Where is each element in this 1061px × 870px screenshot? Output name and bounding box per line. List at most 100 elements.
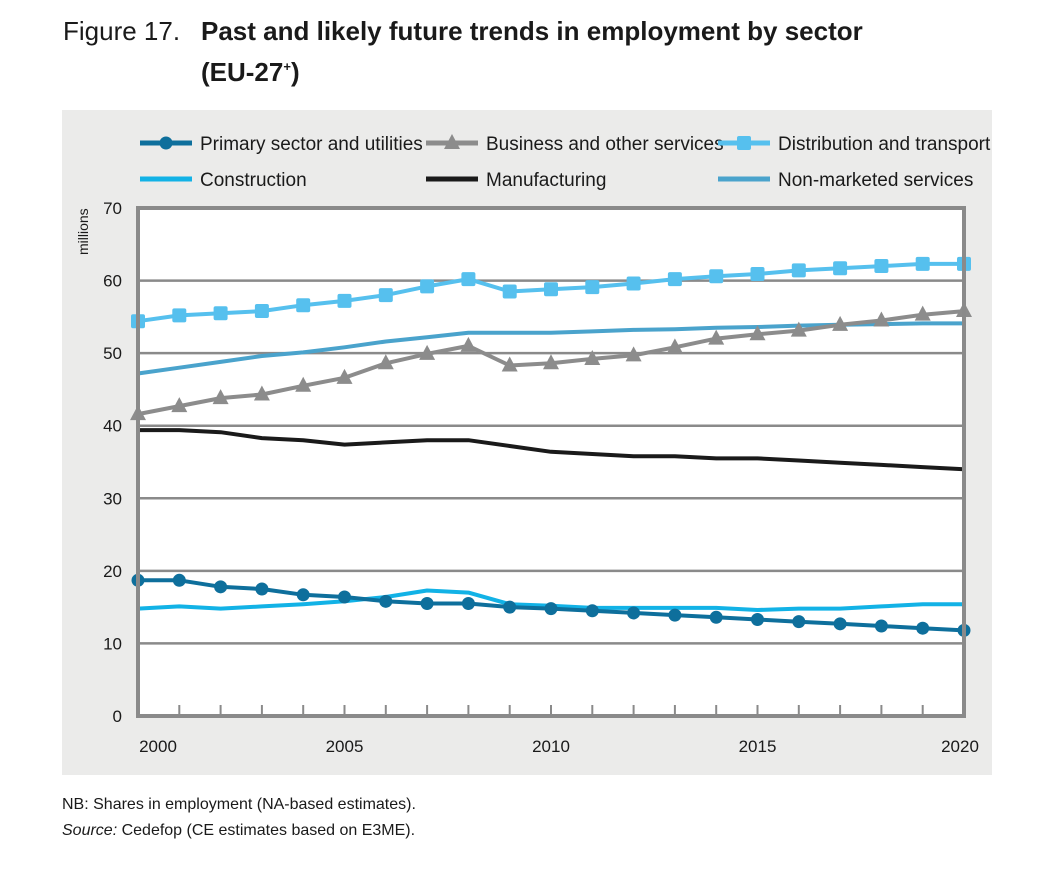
data-point-circle — [792, 615, 806, 629]
data-point-circle — [544, 602, 558, 616]
data-point-circle — [874, 619, 888, 633]
data-point-triangle — [543, 354, 559, 370]
series-line-manufacturing — [138, 428, 965, 472]
data-point-square — [915, 256, 930, 271]
data-point-circle — [420, 597, 434, 611]
data-point-square — [709, 269, 724, 284]
data-point-square — [626, 276, 641, 291]
data-point-square — [461, 272, 476, 287]
data-point-circle — [916, 621, 930, 635]
source-label: Source: — [62, 822, 118, 839]
series-business-and-other-services — [130, 302, 972, 421]
legend-marker-square — [737, 136, 751, 150]
legend-label: Non-marketed services — [778, 170, 973, 191]
data-point-circle — [296, 588, 310, 602]
series-group — [130, 256, 972, 637]
figure-notes: NB: Shares in employment (NA-based estim… — [62, 792, 416, 844]
legend-item-construction: Construction — [140, 170, 307, 191]
region-superscript: + — [283, 59, 291, 74]
data-point-triangle — [832, 315, 849, 331]
series-manufacturing — [138, 428, 965, 472]
y-tick-label: 40 — [103, 417, 122, 436]
data-point-circle — [461, 597, 475, 611]
data-point-square — [544, 282, 558, 297]
data-point-square — [791, 263, 806, 278]
data-point-triangle — [460, 336, 477, 352]
gridlines — [138, 279, 964, 645]
source-text: Cedefop (CE estimates based on E3ME). — [117, 822, 416, 839]
x-tick-label: 2020 — [941, 737, 979, 756]
data-point-circle — [503, 600, 517, 614]
figure-title-region: (EU-27+) — [201, 50, 300, 89]
y-tick-label: 70 — [103, 199, 122, 218]
plot-frame — [136, 206, 966, 718]
data-point-triangle — [625, 346, 642, 362]
y-axis-title: millions — [75, 208, 91, 255]
data-point-square — [667, 272, 682, 287]
data-point-triangle — [419, 344, 436, 360]
data-point-triangle — [212, 389, 229, 405]
legend-label: Business and other services — [486, 134, 724, 155]
data-point-square — [254, 304, 269, 319]
data-point-square — [502, 284, 517, 299]
legend: Primary sector and utilities Business and… — [140, 134, 991, 191]
legend-item-primary-sector-and-utilities: Primary sector and utilities — [140, 134, 423, 155]
data-point-circle — [172, 573, 186, 587]
series-distribution-and-transport — [131, 256, 971, 329]
legend-item-business-and-other-services: Business and other services — [426, 134, 724, 155]
data-point-triangle — [749, 325, 766, 341]
data-point-square — [172, 308, 187, 323]
y-tick-label: 20 — [103, 562, 122, 581]
y-tick-label: 30 — [103, 489, 122, 508]
data-point-triangle — [790, 321, 807, 337]
legend-label: Construction — [200, 170, 307, 191]
data-point-circle — [709, 610, 723, 624]
region-suffix: ) — [290, 57, 300, 87]
data-point-circle — [379, 594, 393, 608]
data-point-triangle — [708, 329, 725, 345]
data-point-circle — [833, 617, 847, 631]
data-point-circle — [214, 580, 228, 594]
chart-panel: Primary sector and utilities Business and… — [62, 110, 992, 775]
data-point-square — [420, 279, 435, 294]
series-primary-sector-and-utilities — [131, 573, 971, 637]
data-point-triangle — [336, 368, 353, 384]
data-point-circle — [338, 590, 351, 604]
x-tick-label: 2010 — [532, 737, 570, 756]
figure-title: Figure 17. Past and likely future trends … — [63, 14, 863, 48]
line-chart: Primary sector and utilities Business and… — [75, 134, 991, 756]
data-point-square — [585, 280, 600, 295]
x-tick-label: 2015 — [739, 737, 777, 756]
data-point-square — [213, 306, 228, 321]
nb-note: NB: Shares in employment (NA-based estim… — [62, 796, 416, 813]
legend-item-manufacturing: Manufacturing — [426, 170, 606, 191]
y-tick-label: 10 — [103, 634, 122, 653]
y-tick-label: 0 — [113, 707, 122, 726]
legend-marker-circle — [159, 136, 173, 150]
data-point-triangle — [295, 376, 312, 392]
legend-item-distribution-and-transport: Distribution and transport — [718, 134, 991, 155]
data-point-triangle — [171, 397, 188, 413]
data-point-triangle — [584, 349, 601, 365]
data-point-triangle — [914, 305, 931, 321]
x-axis-labels: 2000 2005 2010 2015 2020 — [139, 737, 979, 756]
y-tick-label: 50 — [103, 344, 122, 363]
data-point-square — [378, 288, 393, 303]
y-axis-labels: 0 10 20 30 40 50 60 70 — [103, 199, 122, 726]
data-point-circle — [751, 612, 764, 626]
data-point-triangle — [666, 338, 683, 354]
data-point-triangle — [253, 385, 270, 401]
legend-label: Manufacturing — [486, 170, 606, 191]
x-tick-label: 2005 — [326, 737, 364, 756]
data-point-circle — [627, 606, 641, 620]
data-point-circle — [255, 582, 269, 596]
data-point-square — [874, 259, 889, 274]
x-tick-label: 2000 — [139, 737, 177, 756]
legend-label: Primary sector and utilities — [200, 134, 423, 155]
data-point-circle — [585, 604, 599, 618]
y-tick-label: 60 — [103, 272, 122, 291]
figure-number: Figure 17. — [63, 16, 181, 46]
data-point-square — [833, 261, 848, 276]
data-point-square — [337, 293, 352, 308]
legend-item-non-marketed-services: Non-marketed services — [718, 170, 973, 191]
